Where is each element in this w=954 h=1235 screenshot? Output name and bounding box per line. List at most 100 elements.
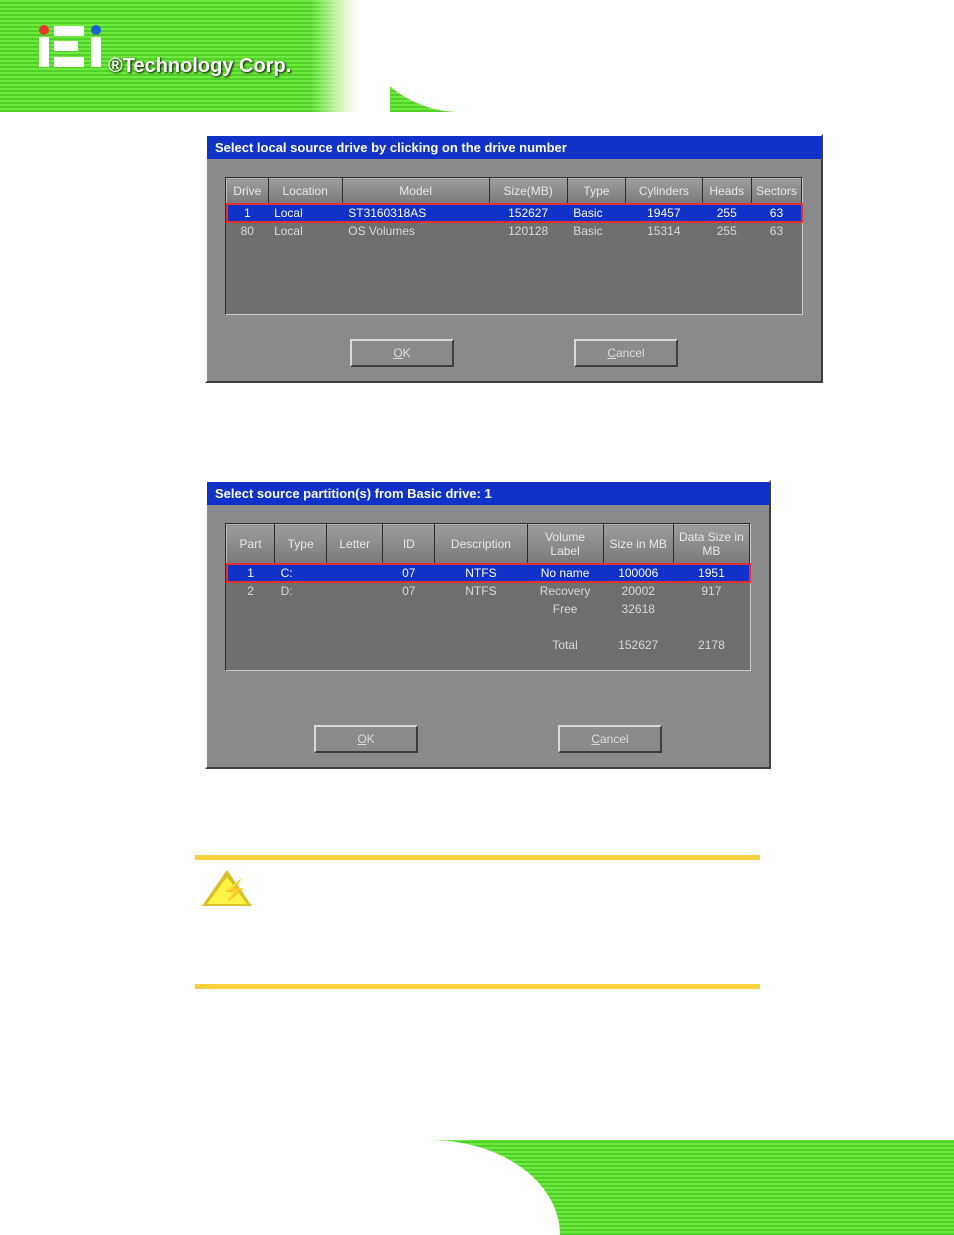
table-cell: 917 bbox=[673, 582, 749, 600]
table-spacer bbox=[227, 654, 750, 670]
table-cell bbox=[275, 636, 327, 654]
table-cell bbox=[327, 636, 383, 654]
table-cell bbox=[227, 618, 275, 636]
warning-rule-top bbox=[195, 855, 760, 860]
cancel-button[interactable]: Cancel bbox=[558, 725, 662, 753]
table-cell bbox=[275, 618, 327, 636]
table-row[interactable]: 1C: 07NTFSNo name1000061951 bbox=[227, 564, 750, 583]
table-cell bbox=[383, 636, 435, 654]
table-cell bbox=[275, 600, 327, 618]
table-cell: 2 bbox=[227, 582, 275, 600]
header-curve bbox=[350, 0, 954, 112]
table-cell: 255 bbox=[702, 222, 751, 240]
table-cell: 80 bbox=[227, 222, 269, 240]
col-drive: Drive bbox=[227, 179, 269, 204]
brand-logo: ®Technology Corp. bbox=[36, 24, 106, 75]
table-cell: 1951 bbox=[673, 564, 749, 583]
table-cell: 152627 bbox=[603, 636, 673, 654]
table-cell: Recovery bbox=[527, 582, 603, 600]
dialog2-button-bar: OK Cancel bbox=[207, 719, 769, 767]
table-spacer bbox=[227, 240, 802, 314]
table-cell bbox=[383, 618, 435, 636]
col-location: Location bbox=[268, 179, 342, 204]
partition-table: Part Type Letter ID Description Volume L… bbox=[226, 524, 750, 670]
table-cell: 15314 bbox=[626, 222, 702, 240]
table-cell: NTFS bbox=[435, 582, 527, 600]
col-volume: Volume Label bbox=[527, 525, 603, 564]
drive-table-container: Drive Location Model Size(MB) Type Cylin… bbox=[225, 177, 803, 315]
col-type: Type bbox=[275, 525, 327, 564]
col-type: Type bbox=[567, 179, 625, 204]
table-cell: 19457 bbox=[626, 204, 702, 223]
table-cell bbox=[327, 600, 383, 618]
table-cell: 120128 bbox=[489, 222, 567, 240]
table-cell: Local bbox=[268, 204, 342, 223]
table-row[interactable]: Free32618 bbox=[227, 600, 750, 618]
col-id: ID bbox=[383, 525, 435, 564]
table-cell bbox=[327, 582, 383, 600]
table-cell: 152627 bbox=[489, 204, 567, 223]
table-cell: OS Volumes bbox=[342, 222, 489, 240]
select-source-drive-dialog: Select local source drive by clicking on… bbox=[205, 134, 823, 383]
table-cell: Basic bbox=[567, 204, 625, 223]
partition-table-header-row: Part Type Letter ID Description Volume L… bbox=[227, 525, 750, 564]
table-cell: Basic bbox=[567, 222, 625, 240]
table-row[interactable]: Total1526272178 bbox=[227, 636, 750, 654]
table-cell: 255 bbox=[702, 204, 751, 223]
table-cell: 2178 bbox=[673, 636, 749, 654]
drive-table: Drive Location Model Size(MB) Type Cylin… bbox=[226, 178, 802, 314]
cancel-button[interactable]: Cancel bbox=[574, 339, 678, 367]
partition-table-container: Part Type Letter ID Description Volume L… bbox=[225, 523, 751, 671]
table-cell: 100006 bbox=[603, 564, 673, 583]
ok-button[interactable]: OK bbox=[314, 725, 418, 753]
table-cell bbox=[673, 618, 749, 636]
table-cell: Local bbox=[268, 222, 342, 240]
iei-logo-icon bbox=[36, 24, 106, 70]
table-cell bbox=[527, 618, 603, 636]
col-model: Model bbox=[342, 179, 489, 204]
table-cell bbox=[327, 618, 383, 636]
dialog2-gap bbox=[207, 689, 769, 719]
dialog1-button-bar: OK Cancel bbox=[207, 333, 821, 381]
ok-button[interactable]: OK bbox=[350, 339, 454, 367]
table-cell: 1 bbox=[227, 564, 275, 583]
table-cell: 07 bbox=[383, 564, 435, 583]
table-cell: NTFS bbox=[435, 564, 527, 583]
select-source-partition-dialog: Select source partition(s) from Basic dr… bbox=[205, 480, 771, 769]
table-cell: No name bbox=[527, 564, 603, 583]
table-cell: 20002 bbox=[603, 582, 673, 600]
page-footer bbox=[0, 1140, 954, 1235]
page-header: ®Technology Corp. bbox=[0, 0, 954, 112]
dialog1-title: Select local source drive by clicking on… bbox=[207, 136, 821, 159]
table-cell bbox=[673, 600, 749, 618]
col-cylinders: Cylinders bbox=[626, 179, 702, 204]
table-cell bbox=[435, 600, 527, 618]
col-size: Size(MB) bbox=[489, 179, 567, 204]
brand-tagline: ®Technology Corp. bbox=[108, 56, 291, 76]
table-cell: 07 bbox=[383, 582, 435, 600]
table-row[interactable]: 80LocalOS Volumes120128Basic1531425563 bbox=[227, 222, 802, 240]
dialog2-title: Select source partition(s) from Basic dr… bbox=[207, 482, 769, 505]
col-description: Description bbox=[435, 525, 527, 564]
footer-curve bbox=[0, 1140, 560, 1235]
col-datasize: Data Size in MB bbox=[673, 525, 749, 564]
table-row[interactable] bbox=[227, 618, 750, 636]
warning-bolt-icon: ⚡ bbox=[222, 878, 247, 903]
table-cell: Free bbox=[527, 600, 603, 618]
table-cell bbox=[327, 564, 383, 583]
drive-table-header-row: Drive Location Model Size(MB) Type Cylin… bbox=[227, 179, 802, 204]
col-sizemb: Size in MB bbox=[603, 525, 673, 564]
table-cell bbox=[603, 618, 673, 636]
table-cell: 32618 bbox=[603, 600, 673, 618]
col-letter: Letter bbox=[327, 525, 383, 564]
table-row[interactable]: 1LocalST3160318AS152627Basic1945725563 bbox=[227, 204, 802, 223]
table-cell: Total bbox=[527, 636, 603, 654]
table-cell bbox=[435, 636, 527, 654]
table-cell: ST3160318AS bbox=[342, 204, 489, 223]
table-row[interactable]: 2D:07NTFSRecovery20002917 bbox=[227, 582, 750, 600]
table-cell bbox=[383, 600, 435, 618]
table-cell: C: bbox=[275, 564, 327, 583]
col-part: Part bbox=[227, 525, 275, 564]
table-cell bbox=[227, 636, 275, 654]
table-cell: 63 bbox=[751, 204, 801, 223]
